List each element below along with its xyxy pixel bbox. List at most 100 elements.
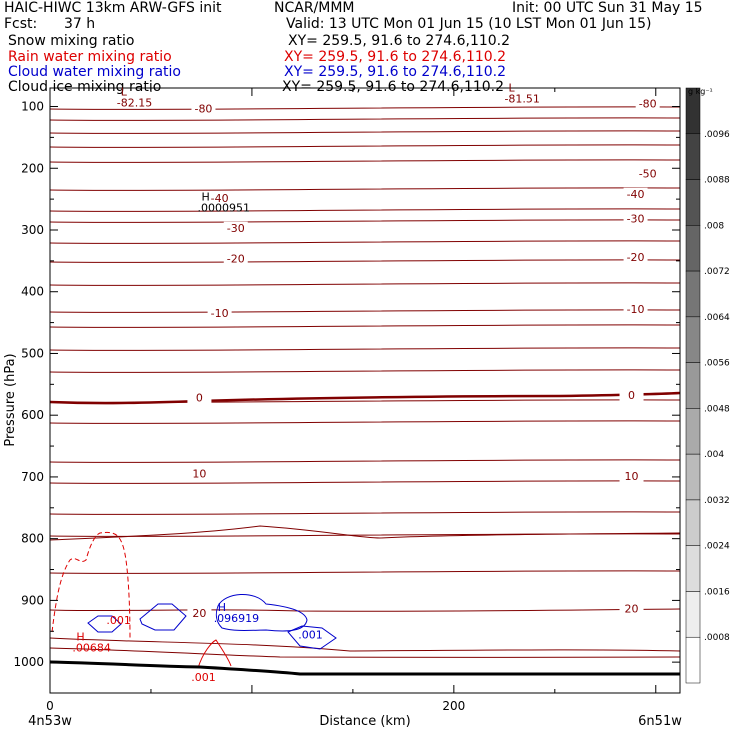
colorbar-box — [685, 362, 701, 409]
mixing-ratio-label: .001 — [106, 614, 131, 627]
y-tick-label: 900 — [21, 593, 44, 607]
colorbar-tick-label: .0008 — [704, 633, 730, 643]
colorbar-box — [685, 133, 701, 180]
y-tick-label: 1000 — [13, 655, 44, 669]
cloud-water-contour — [287, 625, 337, 650]
rain-contour — [197, 639, 232, 669]
contour-label-bg — [207, 306, 232, 319]
colorbar-tick-label: .008 — [704, 221, 724, 231]
isotherm-line — [49, 525, 681, 541]
plot-frame — [49, 87, 681, 694]
isotherm-label: 0 — [628, 389, 635, 402]
isotherm-line — [49, 647, 681, 658]
colorbar-box — [685, 636, 701, 684]
extremum-symbol: L — [121, 86, 128, 99]
cloud-water-contours — [87, 594, 337, 650]
isotherm-label: -80 — [194, 103, 212, 116]
colorbar-box — [685, 316, 701, 363]
field-xy-rain: XY= 259.5, 91.6 to 274.6,110.2 — [284, 49, 507, 65]
colorbar-box — [685, 545, 701, 592]
extremum-symbol: H — [76, 631, 84, 644]
field-name-cloud-water: Cloud water mixing ratio — [8, 64, 181, 80]
contour-label-bg — [623, 212, 648, 225]
isotherm-line — [49, 608, 681, 612]
y-tick-label: 200 — [21, 161, 44, 175]
isotherm-label: -20 — [627, 251, 645, 264]
isotherm-label: 0 — [196, 392, 203, 405]
x-tick-label: 200 — [442, 699, 465, 713]
y-axis-title: Pressure (hPa) — [3, 353, 18, 446]
isotherm-label: 10 — [625, 470, 639, 483]
isotherm-line — [49, 324, 681, 328]
isotherm-label: -30 — [627, 212, 645, 225]
isotherm-line — [49, 159, 681, 163]
isotherm-line — [49, 240, 681, 244]
mixing-ratio-label: .001 — [298, 628, 323, 641]
colorbar-tick-label: .0032 — [704, 496, 730, 506]
field-xy-cloud-water: XY= 259.5, 91.6 to 274.6,110.2 — [284, 64, 507, 80]
isotherm-line — [49, 369, 681, 373]
contour-label-bg — [623, 187, 648, 200]
isotherm-line — [49, 309, 681, 313]
init-time: Init: 00 UTC Sun 31 May 15 — [512, 0, 703, 16]
isotherm-line — [49, 106, 681, 110]
contour-label-bg — [623, 303, 648, 316]
colorbar-box — [685, 453, 701, 501]
temperature-contours — [49, 106, 681, 658]
colorbar-tick-label: .0072 — [704, 267, 730, 277]
colorbar-box — [685, 179, 701, 226]
isotherm-line-zero — [49, 391, 681, 405]
colorbar-tick-label: .0016 — [704, 587, 730, 597]
colorbar-box — [685, 499, 701, 546]
isotherm-label: -10 — [211, 307, 229, 320]
isotherm-label: -10 — [627, 303, 645, 316]
org-label: NCAR/MMM — [274, 0, 355, 16]
isotherm-line — [49, 282, 681, 286]
colorbar: .0096 .0088 .008 .0072 .0064 .0056 .0048 .004 .0… — [685, 87, 730, 684]
y-tick-label: 700 — [21, 470, 44, 484]
isotherm-line — [49, 480, 681, 484]
valid-time: Valid: 13 UTC Mon 01 Jun 15 (10 LST Mon … — [286, 16, 652, 32]
contour-label-bg — [635, 97, 660, 110]
isotherm-line — [49, 459, 681, 463]
isotherm-label: -50 — [639, 167, 657, 180]
field-xy-cloud-ice: XY= 259.5, 91.6 to 274.6,110.2 — [282, 79, 505, 95]
contour-labels: -80 -80 -50 -40 -40 -30 -30 -20 -20 -10 -10 0 0 10 10 2… — [106, 97, 660, 684]
colorbar-tick-label: .0056 — [704, 359, 730, 369]
x-left-location: 4n53w — [28, 714, 72, 729]
field-name-snow: Snow mixing ratio — [8, 33, 135, 49]
contour-label-bg — [223, 221, 248, 234]
y-tick-label: 300 — [21, 223, 44, 237]
colorbar-box — [685, 591, 701, 638]
extremum-symbol: L — [508, 81, 515, 94]
y-tick-label: 400 — [21, 285, 44, 299]
isotherm-line — [49, 511, 681, 515]
colorbar-box — [685, 408, 701, 455]
isotherm-label: 20 — [192, 607, 206, 620]
extremum-value: .096919 — [214, 612, 260, 625]
extremum-symbol: H — [202, 191, 210, 204]
forecast-hours: 37 h — [64, 16, 96, 32]
isotherm-label: 10 — [192, 467, 206, 480]
y-tick-label: 800 — [21, 532, 44, 546]
colorbar-unit: g kg⁻¹ — [688, 87, 713, 96]
cloud-water-contour — [87, 615, 122, 633]
isotherm-line — [49, 637, 681, 652]
extremum-value: .00684 — [72, 642, 111, 655]
contour-label-bg — [623, 250, 648, 263]
x-axis: 0 200 — [46, 88, 657, 713]
isotherm-line — [49, 219, 681, 223]
colorbar-tick-label: .0048 — [704, 404, 730, 414]
isotherm-label: -80 — [639, 98, 657, 111]
colorbar-tick-label: .0064 — [704, 313, 730, 323]
extremum-value: -81.51 — [504, 92, 539, 105]
contour-label-bg — [619, 389, 644, 402]
isotherm-label: -20 — [227, 253, 245, 266]
x-tick-label: 0 — [46, 699, 54, 713]
contour-label-bg — [191, 102, 216, 115]
isotherm-line — [49, 347, 681, 351]
x-axis-title: Distance (km) — [319, 714, 410, 729]
contour-label-bg — [619, 469, 644, 482]
